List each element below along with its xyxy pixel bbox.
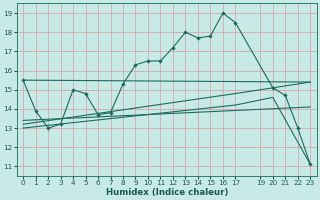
X-axis label: Humidex (Indice chaleur): Humidex (Indice chaleur) [106, 188, 228, 197]
